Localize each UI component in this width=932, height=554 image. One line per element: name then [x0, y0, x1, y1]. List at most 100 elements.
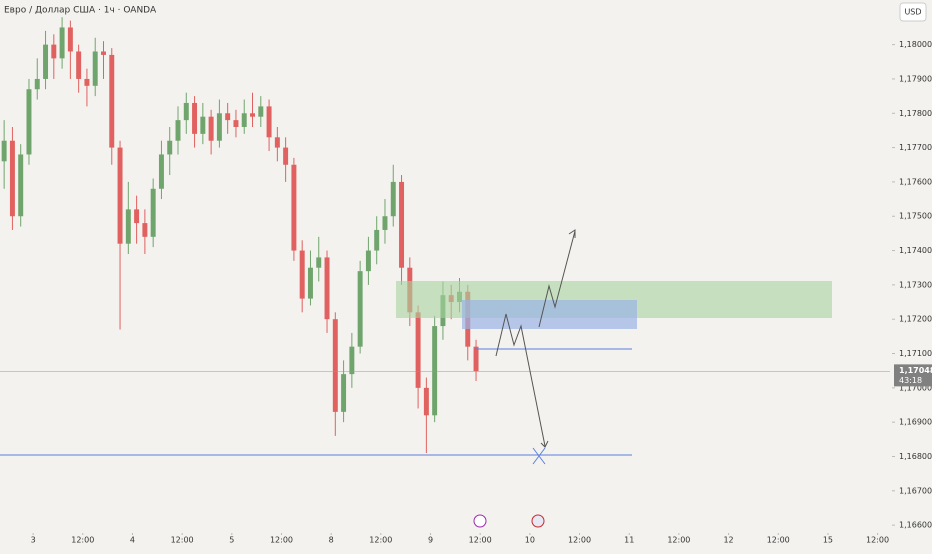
x-tick-label: 10	[525, 536, 535, 545]
y-tick-label: 1,17600	[899, 177, 932, 186]
candle-body	[341, 374, 347, 412]
event-icon[interactable]	[473, 514, 487, 528]
candle-body	[1, 140, 7, 162]
candle-body	[225, 113, 231, 121]
candle-body	[250, 113, 255, 117]
x-tick-label: 12:00	[71, 536, 94, 545]
candle-body	[51, 44, 57, 59]
candle-body	[134, 209, 140, 224]
x-tick-label: 12:00	[270, 536, 293, 545]
projection-path	[495, 313, 546, 447]
x-tick-label: 4	[130, 536, 135, 545]
y-tick-label: 1,17400	[899, 246, 932, 255]
y-tick-label: 1,17100	[899, 349, 932, 358]
countdown-label: 43:18	[899, 376, 922, 385]
candle-body	[92, 51, 98, 86]
y-tick-label: 1,17300	[899, 280, 932, 289]
order-block-zone	[462, 300, 637, 329]
chart-title: Евро / Доллар США · 1ч · OANDA	[4, 6, 157, 16]
candle-body	[142, 223, 148, 237]
candle-body	[415, 312, 421, 388]
cross-marker	[532, 447, 546, 465]
candle-body	[59, 27, 65, 59]
y-tick-label: 1,17800	[899, 109, 932, 118]
candle-body	[349, 346, 355, 375]
candle-body	[299, 250, 305, 299]
x-tick-label: 12:00	[568, 536, 591, 545]
candle-body	[117, 147, 123, 244]
y-tick-label: 1,16800	[899, 452, 932, 461]
candle-body	[183, 102, 189, 121]
x-tick-label: 12:00	[369, 536, 392, 545]
candle-body	[390, 181, 396, 217]
candle-body	[266, 106, 272, 138]
last-price-label: 1,17048	[899, 366, 932, 375]
projection-path	[538, 230, 576, 328]
candle-body	[399, 181, 405, 268]
arrow-head	[540, 229, 576, 448]
candle-body	[423, 387, 429, 416]
candle-body	[357, 271, 363, 347]
candle-body	[241, 113, 247, 127]
candle-body	[473, 346, 479, 372]
candle-body	[109, 54, 115, 148]
x-tick-label: 12:00	[667, 536, 690, 545]
candle-body	[374, 229, 380, 251]
candle-body	[332, 319, 338, 412]
candle-body	[216, 113, 222, 141]
candle-body	[291, 164, 297, 251]
x-tick-label: 12:00	[469, 536, 492, 545]
x-tick-label: 12:00	[171, 536, 194, 545]
candle-body	[125, 209, 131, 244]
candle-body	[67, 27, 73, 52]
x-tick-label: 3	[31, 536, 36, 545]
y-tick-label: 1,16600	[899, 521, 932, 530]
x-tick-label: 5	[229, 536, 234, 545]
x-tick-label: 9	[428, 536, 433, 545]
candle-body	[274, 137, 280, 148]
candle-body	[283, 147, 289, 165]
candle-body	[324, 257, 330, 320]
event-icon[interactable]	[531, 514, 545, 528]
currency-label: USD	[904, 8, 921, 17]
candle-body	[432, 326, 438, 416]
candle-body	[43, 44, 49, 79]
x-tick-label: 8	[329, 536, 334, 545]
candle-body	[26, 89, 32, 155]
candle-body	[200, 116, 206, 134]
candle-body	[192, 102, 198, 134]
y-tick-label: 1,16700	[899, 486, 932, 495]
x-tick-label: 15	[823, 536, 833, 545]
y-tick-label: 1,17900	[899, 74, 932, 83]
candle-body	[101, 51, 106, 55]
y-tick-label: 1,18000	[899, 40, 932, 49]
candle-body	[18, 154, 24, 217]
candle-body	[365, 250, 371, 272]
x-tick-label: 12:00	[866, 536, 889, 545]
candle-body	[208, 116, 214, 141]
candle-body	[175, 120, 181, 141]
x-tick-label: 12:00	[767, 536, 790, 545]
candle-body	[167, 140, 173, 155]
candle-body	[34, 78, 40, 90]
y-tick-label: 1,17500	[899, 212, 932, 221]
y-tick-label: 1,16900	[899, 418, 932, 427]
candle-body	[316, 257, 322, 268]
candle-body	[258, 106, 264, 117]
candle-body	[84, 78, 90, 86]
x-tick-label: 12	[723, 536, 733, 545]
candle-body	[382, 216, 388, 230]
candle-body	[9, 140, 15, 217]
candle-body	[307, 267, 313, 299]
candle-body	[150, 188, 156, 237]
x-tick-label: 11	[624, 536, 634, 545]
candle-body	[158, 154, 164, 189]
y-tick-label: 1,17000	[899, 383, 932, 392]
candle-body	[76, 51, 82, 79]
y-tick-label: 1,17700	[899, 143, 932, 152]
currency-button[interactable]	[899, 2, 927, 22]
last-price-box	[894, 364, 932, 387]
